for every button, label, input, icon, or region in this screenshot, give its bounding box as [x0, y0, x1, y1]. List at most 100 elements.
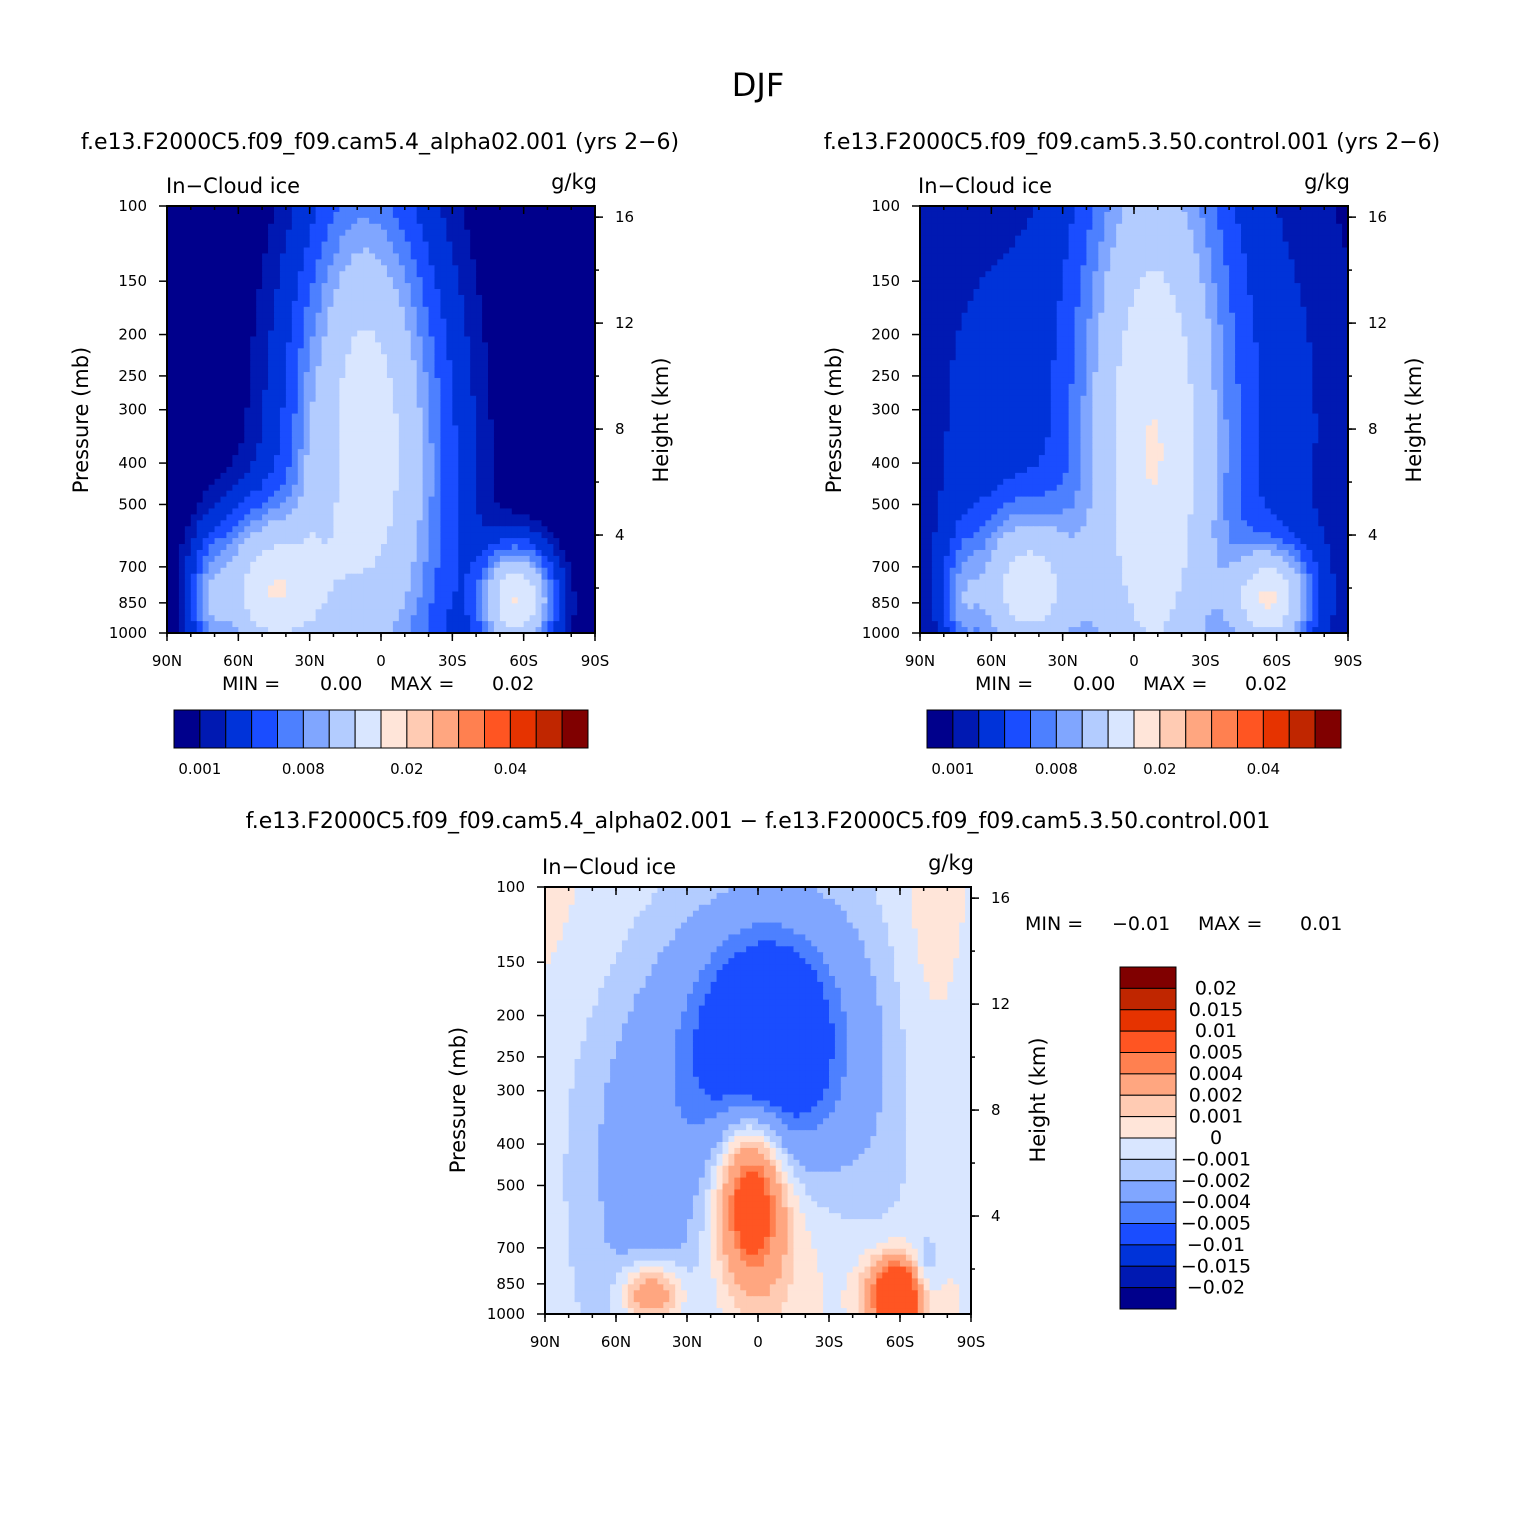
contour-cell — [238, 526, 245, 533]
contour-cell — [381, 300, 388, 308]
contour-cell — [589, 431, 596, 438]
contour-cell — [493, 449, 501, 456]
contour-cell — [375, 289, 382, 296]
contour-cell — [398, 360, 406, 367]
contour-cell — [434, 354, 442, 361]
contour-cell — [547, 223, 554, 231]
contour-cell — [398, 419, 406, 427]
contour-cell — [232, 579, 239, 587]
contour-cell — [196, 342, 204, 349]
contour-cell — [577, 389, 584, 397]
contour-cell — [214, 490, 222, 498]
contour-cell — [488, 372, 495, 379]
contour-cell — [565, 609, 572, 616]
contour-cell — [553, 449, 560, 456]
contour-cell — [571, 348, 578, 355]
contour-cell — [167, 419, 174, 427]
contour-cell — [357, 283, 364, 290]
contour-cell — [262, 283, 269, 290]
contour-cell — [357, 377, 364, 385]
contour-cell — [363, 484, 370, 492]
contour-cell — [440, 395, 447, 403]
contour-cell — [476, 461, 483, 468]
contour-cell — [303, 259, 311, 266]
contour-cell — [268, 526, 275, 533]
contour-cell — [190, 401, 198, 409]
contour-cell — [565, 283, 572, 290]
contour-cell — [446, 466, 453, 474]
contour-cell — [262, 437, 269, 444]
contour-cell — [381, 478, 388, 486]
contour-cell — [250, 472, 257, 480]
contour-cell — [547, 265, 554, 272]
contour-cell — [321, 449, 329, 456]
contour-cell — [167, 211, 174, 219]
contour-cell — [565, 395, 572, 403]
contour-cell — [196, 461, 204, 468]
contour-cell — [416, 609, 424, 616]
contour-cell — [303, 395, 311, 403]
contour-cell — [303, 526, 311, 533]
contour-cell — [565, 443, 572, 450]
contour-cell — [303, 383, 311, 391]
contour-cell — [410, 211, 418, 219]
contour-cell — [476, 425, 483, 432]
contour-cell — [178, 259, 186, 266]
contour-cell — [321, 229, 329, 237]
contour-cell — [172, 342, 180, 349]
contour-cell — [184, 217, 192, 225]
contour-cell — [488, 443, 495, 450]
contour-cell — [214, 567, 222, 575]
contour-cell — [488, 294, 495, 302]
contour-cell — [172, 585, 180, 593]
contour-cell — [369, 383, 376, 391]
contour-cell — [196, 472, 204, 480]
contour-cell — [232, 478, 239, 486]
contour-cell — [565, 579, 572, 587]
contour-cell — [482, 354, 489, 361]
contour-cell — [553, 377, 560, 385]
contour-cell — [476, 348, 483, 355]
contour-cell — [291, 265, 299, 272]
contour-cell — [256, 597, 263, 604]
contour-cell — [392, 389, 400, 397]
contour-cell — [345, 348, 352, 355]
contour-cell — [214, 206, 222, 213]
contour-cell — [279, 425, 287, 432]
contour-cell — [541, 389, 549, 397]
contour-cell — [208, 461, 216, 468]
contour-cell — [250, 502, 257, 510]
contour-cell — [381, 265, 388, 272]
contour-cell — [446, 407, 453, 415]
contour-cell — [190, 555, 198, 563]
contour-cell — [184, 437, 192, 444]
contour-cell — [214, 431, 222, 438]
contour-cell — [482, 389, 489, 397]
contour-cell — [333, 520, 340, 527]
contour-cell — [404, 259, 412, 266]
contour-cell — [167, 265, 174, 272]
contour-cell — [452, 342, 459, 349]
contour-cell — [398, 567, 406, 575]
contour-cell — [303, 561, 311, 569]
contour-cell — [214, 449, 222, 456]
contour-cell — [375, 484, 382, 492]
contour-cell — [190, 229, 198, 237]
contour-cell — [262, 472, 269, 480]
contour-cell — [363, 389, 370, 397]
contour-cell — [202, 496, 210, 504]
contour-cell — [422, 526, 430, 533]
contour-cell — [482, 490, 489, 498]
contour-cell — [482, 360, 489, 367]
contour-cell — [238, 585, 245, 593]
contour-cell — [476, 573, 483, 581]
contour-cell — [523, 419, 531, 427]
contour-cell — [452, 235, 459, 243]
contour-cell — [511, 472, 519, 480]
contour-cell — [511, 247, 519, 255]
contour-cell — [220, 449, 228, 456]
contour-cell — [190, 437, 198, 444]
contour-cell — [333, 354, 340, 361]
contour-cell — [303, 591, 311, 599]
contour-cell — [285, 324, 293, 332]
